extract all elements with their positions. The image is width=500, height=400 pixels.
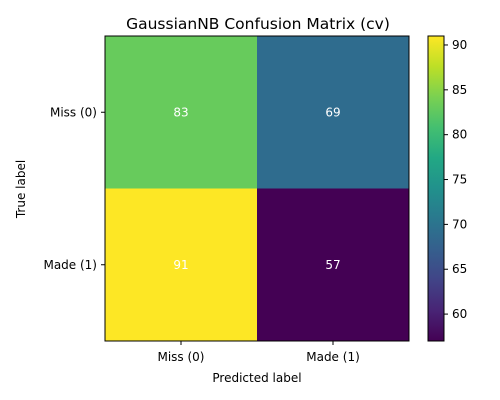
x-tick-label: Made (1) — [306, 350, 360, 364]
y-axis: Miss (0) Made (1) — [43, 105, 105, 272]
colorbar-tick-label: 85 — [452, 83, 467, 97]
y-tick-label: Made (1) — [43, 258, 97, 272]
x-tick-label: Miss (0) — [157, 350, 204, 364]
colorbar-tick-label: 90 — [452, 38, 467, 52]
colorbar: 60 65 70 75 80 85 90 — [428, 36, 467, 341]
y-axis-label: True label — [14, 160, 28, 219]
cell-value-label: 69 — [325, 105, 340, 119]
colorbar-ticks: 60 65 70 75 80 85 90 — [444, 38, 467, 321]
x-axis: Miss (0) Made (1) — [157, 341, 359, 364]
colorbar-tick-label: 65 — [452, 262, 467, 276]
colorbar-gradient — [428, 36, 444, 341]
cell-value-label: 83 — [173, 105, 188, 119]
heatmap-cells: 83 69 91 57 — [105, 36, 409, 341]
colorbar-tick-label: 80 — [452, 128, 467, 142]
colorbar-tick-label: 75 — [452, 173, 467, 187]
chart-title: GaussianNB Confusion Matrix (cv) — [126, 15, 390, 33]
colorbar-tick-label: 70 — [452, 217, 467, 231]
cell-value-label: 91 — [173, 258, 188, 272]
x-axis-label: Predicted label — [212, 371, 301, 385]
cell-value-label: 57 — [325, 258, 340, 272]
colorbar-tick-label: 60 — [452, 307, 467, 321]
y-tick-label: Miss (0) — [50, 105, 97, 119]
